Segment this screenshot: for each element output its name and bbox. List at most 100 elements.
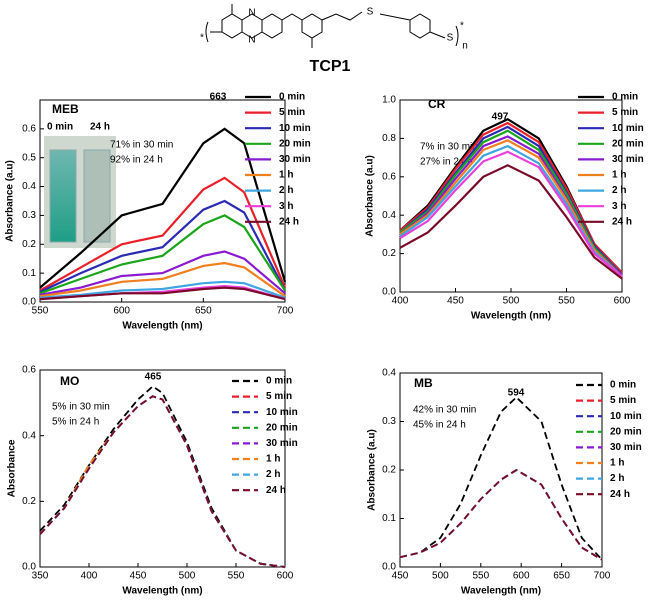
legend-label: 5 min — [266, 391, 292, 402]
spectrum-line — [399, 468, 603, 561]
x-tick-label: 550 — [558, 296, 575, 307]
legend-label: 24 h — [266, 485, 286, 496]
annotation: 594 — [508, 388, 525, 399]
spectrum-line — [399, 468, 603, 561]
ring — [301, 13, 323, 39]
legend-label: 0 min — [612, 92, 638, 103]
legend-label: 2 h — [266, 469, 280, 480]
x-tick-label: 550 — [228, 571, 245, 582]
spectrum-line — [399, 468, 603, 561]
spectrum-line — [39, 176, 287, 292]
bond — [429, 31, 446, 39]
legend-label: 24 h — [612, 216, 632, 227]
atom: N — [248, 8, 255, 19]
y-tick-label: 0.2 — [22, 239, 36, 250]
bond — [379, 13, 411, 21]
legend-label: 20 min — [266, 422, 298, 433]
legend-label: 3 h — [612, 201, 626, 212]
spectrum-line — [39, 127, 287, 289]
y-tick-label: 0.4 — [382, 368, 396, 379]
panel-title: CR — [428, 97, 446, 111]
spectrum-line — [399, 164, 623, 280]
y-tick-label: 0.5 — [22, 152, 36, 163]
atom: * — [460, 21, 464, 32]
legend-label: 30 min — [612, 154, 644, 165]
legend-label: 1 h — [610, 458, 624, 469]
spectrum-line — [39, 286, 286, 301]
spectrum-line — [399, 468, 603, 561]
panel-title: MEB — [52, 102, 79, 116]
ring — [221, 13, 243, 39]
y-tick-label: 0.6 — [22, 123, 36, 134]
structure — [205, 4, 459, 48]
y-tick-label: 0.3 — [382, 416, 396, 427]
x-axis-label: Wavelength (nm) — [461, 586, 541, 597]
x-tick-label: 450 — [130, 571, 147, 582]
bond — [241, 31, 263, 39]
bond — [321, 11, 363, 21]
x-tick-label: 600 — [113, 306, 130, 317]
y-tick-label: 0.2 — [22, 496, 36, 507]
annotation: 0 min — [47, 122, 73, 133]
x-tick-label: 400 — [392, 296, 409, 307]
annotation: 465 — [145, 372, 162, 383]
legend-label: 20 min — [612, 138, 644, 149]
y-tick-label: 0.6 — [382, 171, 396, 182]
x-tick-label: 600 — [277, 571, 294, 582]
spectrum-line — [39, 199, 286, 293]
annotation: 24 h — [90, 122, 110, 133]
atom: S — [447, 33, 454, 44]
x-tick-label: 650 — [195, 306, 212, 317]
atom: S — [367, 7, 374, 18]
panel-title: MB — [414, 376, 433, 390]
x-tick-label: 600 — [614, 296, 631, 307]
spectrum-line — [399, 468, 603, 561]
y-tick-label: 0.6 — [22, 365, 36, 376]
atom: N — [248, 35, 255, 46]
annotation: 663 — [210, 92, 227, 103]
ring — [409, 13, 431, 39]
y-tick-label: 0.0 — [382, 562, 396, 573]
legend-label: 5 min — [612, 107, 638, 118]
x-tick-label: 450 — [447, 296, 464, 307]
atom: n — [462, 41, 468, 52]
y-tick-label: 0.2 — [382, 248, 396, 259]
spectrum-line — [399, 139, 623, 278]
spectrum-line — [399, 468, 603, 561]
plot-frame — [399, 372, 603, 568]
legend-label: 10 min — [612, 123, 644, 134]
y-tick-label: 1.0 — [382, 95, 396, 106]
spectrum-line — [399, 121, 623, 274]
y-axis-label: Absorbance (a.u) — [367, 429, 378, 511]
x-tick-label: 350 — [32, 571, 49, 582]
spectrum-line — [39, 280, 286, 299]
x-tick-label: 550 — [32, 306, 49, 317]
y-tick-label: 0.8 — [382, 133, 396, 144]
x-tick-label: 450 — [392, 571, 409, 582]
legend-label: 20 min — [279, 138, 311, 149]
panel-title: MO — [60, 374, 79, 388]
annotation: 45% in 24 h — [413, 420, 466, 431]
legend-label: 0 min — [610, 380, 636, 391]
y-tick-label: 0.2 — [382, 465, 396, 476]
legend-label: 24 h — [279, 216, 299, 227]
legend-label: 10 min — [266, 407, 298, 418]
legend-label: 1 h — [266, 454, 280, 465]
spectrum-line — [399, 150, 623, 278]
spectrum-line — [39, 250, 286, 296]
x-tick-label: 550 — [472, 571, 489, 582]
x-tick-label: 500 — [503, 296, 520, 307]
legend-label: 10 min — [279, 123, 311, 134]
y-axis-label: Absorbance (a.u) — [5, 160, 16, 242]
legend-label: 0 min — [266, 376, 292, 387]
annotation: 71% in 30 min — [110, 140, 173, 151]
legend-label: 2 h — [612, 185, 626, 196]
y-tick-label: 0.4 — [382, 210, 396, 221]
legend-label: 2 h — [610, 473, 624, 484]
annotation: 42% in 30 min — [413, 405, 476, 416]
y-axis-label: Absorbance (a.u) — [365, 155, 376, 237]
spectrum-line — [39, 395, 286, 568]
legend-label: 30 min — [279, 154, 311, 165]
ring — [261, 13, 283, 39]
